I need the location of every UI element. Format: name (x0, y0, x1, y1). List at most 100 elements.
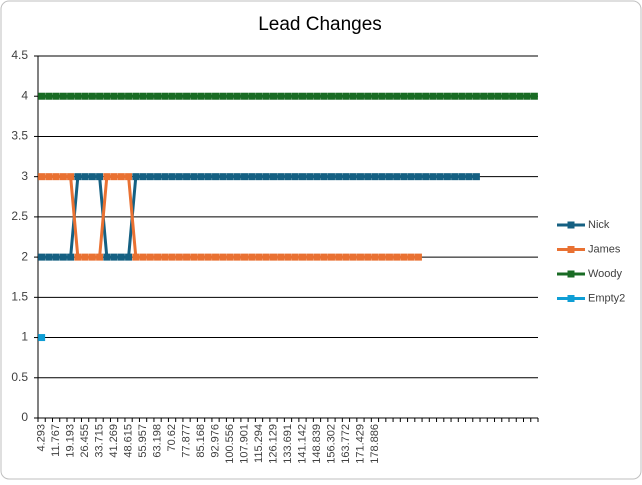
data-point (81, 173, 89, 181)
data-point (248, 173, 256, 181)
data-point (407, 173, 415, 181)
x-tick-label: 26.455 (79, 424, 91, 458)
data-point (443, 173, 451, 181)
data-point (530, 92, 538, 100)
data-point (125, 253, 133, 261)
data-point (96, 173, 104, 181)
data-point (175, 253, 183, 261)
data-point (110, 253, 118, 261)
x-tick-label: 48.615 (123, 424, 135, 458)
x-tick-label: 126.129 (268, 424, 280, 464)
data-point (400, 92, 408, 100)
data-point (298, 92, 306, 100)
x-tick-label: 92.976 (210, 424, 222, 458)
data-point (407, 253, 415, 261)
data-point (74, 173, 82, 181)
data-point (255, 173, 263, 181)
x-tick-label: 156.302 (325, 424, 337, 464)
data-point (356, 253, 364, 261)
x-tick-label: 133.691 (282, 424, 294, 464)
data-point (429, 92, 437, 100)
data-point (204, 253, 212, 261)
x-tick-label: 107.901 (239, 424, 251, 464)
chart-title: Lead Changes (258, 14, 382, 35)
data-point (385, 253, 393, 261)
data-point (277, 92, 285, 100)
data-point (204, 92, 212, 100)
data-point (306, 92, 314, 100)
data-point (67, 173, 75, 181)
y-tick-label: 4 (21, 88, 28, 102)
data-point (226, 92, 234, 100)
x-tick-label: 63.198 (152, 424, 164, 458)
data-point (226, 253, 234, 261)
x-tick-label: 55.957 (137, 424, 149, 458)
data-point (59, 253, 67, 261)
y-tick-label: 1.5 (11, 290, 28, 304)
data-point (298, 253, 306, 261)
data-point (168, 92, 176, 100)
data-point (88, 92, 96, 100)
legend-marker (567, 270, 575, 278)
data-point (59, 173, 67, 181)
data-point (110, 92, 118, 100)
data-point (291, 92, 299, 100)
data-point (226, 173, 234, 181)
x-tick-label: 148.839 (311, 424, 323, 464)
data-point (67, 92, 75, 100)
data-point (414, 173, 422, 181)
data-point (81, 253, 89, 261)
legend-label: Woody (588, 268, 623, 280)
data-point (327, 253, 335, 261)
data-point (385, 173, 393, 181)
data-point (59, 92, 67, 100)
data-point (183, 173, 191, 181)
data-point (393, 92, 401, 100)
data-point (132, 253, 140, 261)
data-point (255, 92, 263, 100)
data-point (81, 92, 89, 100)
data-point (161, 92, 169, 100)
x-tick-label: 77.877 (181, 424, 193, 458)
y-tick-label: 2 (21, 249, 28, 263)
data-point (429, 173, 437, 181)
data-point (277, 173, 285, 181)
data-point (241, 253, 249, 261)
data-point (132, 173, 140, 181)
data-point (458, 92, 466, 100)
data-point (509, 92, 517, 100)
data-point (270, 253, 278, 261)
data-point (88, 173, 96, 181)
data-point (422, 92, 430, 100)
data-point (313, 173, 321, 181)
data-point (422, 173, 430, 181)
data-point (38, 92, 46, 100)
data-point (52, 173, 60, 181)
legend-marker (567, 221, 575, 229)
data-point (480, 92, 488, 100)
x-tick-label: 33.715 (94, 424, 106, 458)
data-point (45, 253, 53, 261)
data-point (364, 92, 372, 100)
data-point (219, 173, 227, 181)
data-point (335, 253, 343, 261)
data-point (298, 173, 306, 181)
data-point (378, 253, 386, 261)
data-point (190, 173, 198, 181)
data-point (212, 173, 220, 181)
data-point (168, 253, 176, 261)
data-point (38, 173, 46, 181)
data-point (414, 253, 422, 261)
x-tick-label: 163.772 (340, 424, 352, 464)
y-tick-label: 0.5 (11, 370, 28, 384)
data-point (472, 173, 480, 181)
x-tick-label: 11.767 (50, 424, 62, 457)
data-point (255, 253, 263, 261)
data-point (125, 92, 133, 100)
data-point (364, 253, 372, 261)
data-point (139, 92, 147, 100)
data-point (183, 92, 191, 100)
legend-label: Nick (588, 219, 610, 231)
data-point (233, 253, 241, 261)
